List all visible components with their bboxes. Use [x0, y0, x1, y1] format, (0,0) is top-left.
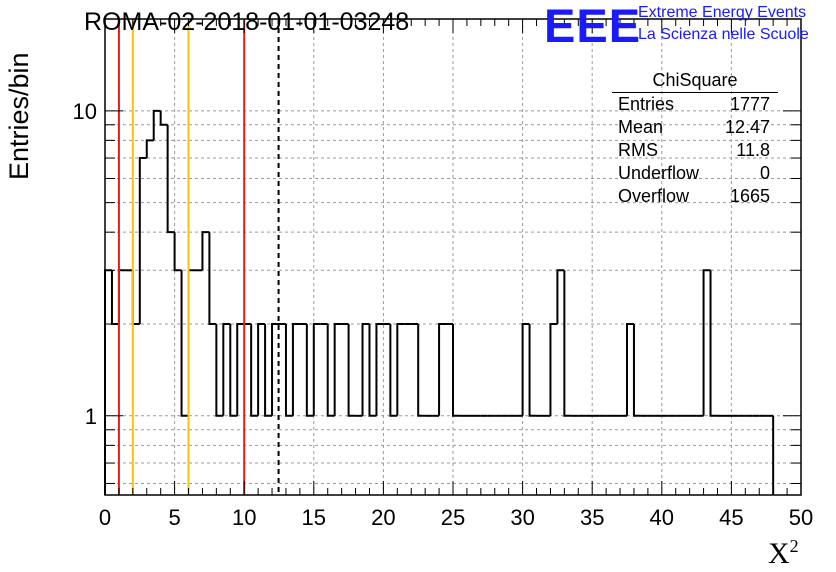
- histogram-bin: [180, 270, 189, 417]
- histogram-bin: [104, 269, 112, 495]
- x-tick-label: 10: [232, 505, 256, 530]
- stats-row: Underflow 0: [612, 162, 778, 185]
- stats-value: 12.47: [724, 117, 770, 137]
- histogram-bin: [375, 322, 384, 416]
- histogram-bin: [326, 323, 335, 417]
- histogram-bin: [145, 139, 154, 159]
- histogram-bin: [152, 109, 161, 141]
- stats-label: Mean: [618, 117, 664, 137]
- histogram-bin: [236, 322, 245, 416]
- brand-line-1: Extreme Energy Events: [638, 4, 807, 21]
- x-tick-label: 0: [99, 505, 111, 530]
- histogram-bin: [138, 157, 147, 324]
- histogram-bin: [187, 269, 196, 416]
- histogram-bin: [417, 323, 426, 417]
- histogram-bin: [166, 124, 175, 234]
- histogram-bin: [521, 322, 530, 416]
- x-tick-label: 15: [302, 505, 326, 530]
- histogram-bin: [452, 323, 460, 417]
- histogram-bin: [117, 269, 126, 324]
- stats-label: Overflow: [618, 186, 690, 206]
- eee-brand: EEE Extreme Energy Events La Scienza nel…: [544, 2, 836, 50]
- stats-row: Entries 1777: [612, 93, 778, 116]
- histogram-bin: [368, 323, 377, 417]
- histogram-bin: [396, 322, 405, 416]
- y-tick-label: 1: [85, 404, 97, 429]
- stats-label: RMS: [618, 140, 658, 160]
- x-axis-label-base: X: [768, 537, 790, 570]
- stats-value: 1777: [729, 94, 770, 114]
- x-axis-label-superscript: 2: [789, 536, 799, 556]
- histogram-bin: [131, 270, 140, 325]
- histogram-bin: [702, 269, 711, 416]
- x-tick-label: 5: [168, 505, 180, 530]
- histogram-bin: [173, 232, 182, 272]
- histogram-bin: [257, 322, 266, 416]
- stats-row: Mean 12.47: [612, 116, 778, 139]
- x-tick-label: 25: [441, 505, 465, 530]
- x-tick-label: 40: [650, 505, 674, 530]
- histogram-bin: [312, 322, 321, 416]
- histogram-bin: [215, 323, 224, 417]
- histogram-bin: [361, 322, 370, 416]
- histogram-bin: [201, 231, 210, 271]
- stats-value: 1665: [729, 186, 770, 206]
- stats-row: RMS 11.8: [612, 139, 778, 162]
- histogram-bin: [438, 322, 447, 416]
- x-tick-label: 35: [580, 505, 604, 530]
- stats-value: 11.8: [736, 140, 770, 160]
- histogram-bin: [389, 323, 398, 417]
- x-axis-label: X2: [768, 536, 799, 571]
- histogram-bin: [347, 323, 356, 417]
- x-tick-label: 45: [719, 505, 743, 530]
- histogram-bin: [222, 322, 231, 416]
- stats-row: Overflow 1665: [612, 185, 778, 208]
- histogram-bin: [208, 232, 217, 325]
- histogram-bin: [159, 110, 168, 126]
- tick-labels: 0 5 10 15 20 25 30 35 40 45 50 1 10: [73, 99, 814, 530]
- eee-logo: EEE: [544, 0, 642, 52]
- histogram-bin: [549, 322, 558, 416]
- histogram-series: [104, 109, 775, 495]
- x-tick-label: 20: [371, 505, 395, 530]
- histogram-bin: [291, 322, 300, 416]
- stats-value: 0: [759, 163, 770, 183]
- x-tick-label: 50: [789, 505, 813, 530]
- histogram-bin: [632, 323, 641, 417]
- y-tick-label: 10: [73, 99, 97, 124]
- y-axis-label: Entries/bin: [4, 52, 34, 180]
- chart-title: ROMA-02-2018-01-01-03248: [84, 8, 410, 36]
- histogram-bin: [264, 323, 273, 417]
- stats-title: ChiSquare: [612, 68, 778, 93]
- stats-label: Entries: [618, 94, 675, 114]
- stats-label: Underflow: [618, 163, 700, 183]
- histogram-bin: [305, 323, 314, 417]
- axes: [104, 18, 802, 496]
- histogram-bin: [271, 322, 279, 416]
- histogram-bin: [626, 322, 634, 416]
- reference-lines: [117, 19, 280, 495]
- histogram-bin: [284, 323, 293, 417]
- x-tick-label: 30: [510, 505, 534, 530]
- histogram-bin: [229, 323, 238, 417]
- histogram-bin: [709, 270, 718, 417]
- histogram-bin: [563, 270, 572, 417]
- histogram-bin: [333, 322, 342, 416]
- stats-box: ChiSquare Entries 1777 Mean 12.47 RMS 11.8 …: [612, 68, 778, 208]
- histogram-bin: [250, 323, 259, 417]
- histogram-bin: [110, 270, 119, 325]
- histogram-bin: [556, 269, 565, 324]
- brand-line-2: La Scienza nelle Scuole: [638, 26, 809, 43]
- histogram-bin: [528, 323, 537, 417]
